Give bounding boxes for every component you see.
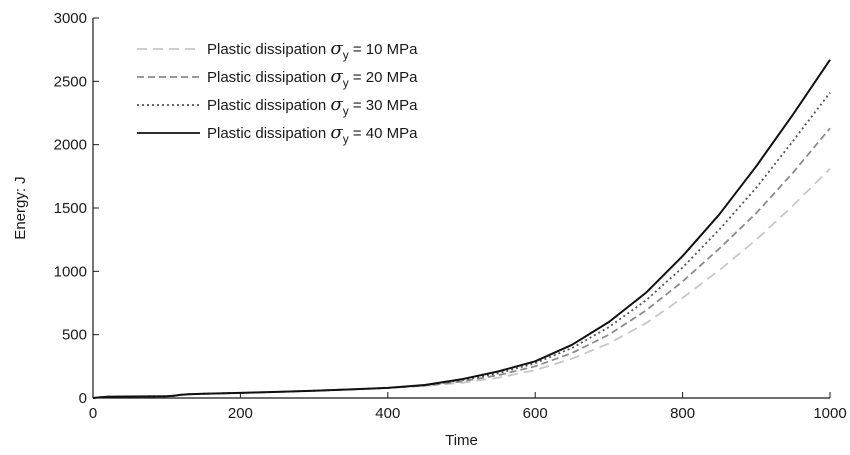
y-tick-label: 0 xyxy=(79,390,87,407)
y-tick-label: 3000 xyxy=(54,10,87,27)
legend-sigma: σ xyxy=(330,94,343,115)
x-axis-label: Time xyxy=(445,432,478,449)
legend-subscript: y xyxy=(343,48,349,62)
series-line-1 xyxy=(92,168,831,399)
x-axis-ticks: 0 200 400 600 800 1000 xyxy=(89,392,847,422)
legend-value: = 40 MPa xyxy=(349,125,418,142)
y-axis-ticks: 0 500 1000 1500 2000 2500 3000 xyxy=(54,10,99,407)
y-tick-label: 2000 xyxy=(54,137,87,154)
legend-value: = 30 MPa xyxy=(349,97,418,114)
plot-lines xyxy=(92,59,831,399)
legend-value: = 20 MPa xyxy=(349,69,418,86)
legend-entry-1: Plastic dissipation σy = 10 MPa xyxy=(207,38,418,62)
x-tick-label: 0 xyxy=(89,405,97,422)
y-tick-label: 500 xyxy=(62,327,87,344)
legend-sigma: σ xyxy=(330,66,343,87)
legend-prefix: Plastic dissipation xyxy=(207,97,330,114)
y-tick-label: 2500 xyxy=(54,73,87,90)
x-tick-label: 1000 xyxy=(813,405,846,422)
legend-value: = 10 MPa xyxy=(349,41,418,58)
series-line-3 xyxy=(92,92,831,399)
legend-entry-3: Plastic dissipation σy = 30 MPa xyxy=(207,94,418,118)
legend-sigma: σ xyxy=(330,38,343,59)
legend-subscript: y xyxy=(343,76,349,90)
legend-prefix: Plastic dissipation xyxy=(207,125,330,142)
x-tick-label: 800 xyxy=(670,405,695,422)
y-axis-label: Energy: J xyxy=(12,176,29,239)
x-tick-label: 400 xyxy=(375,405,400,422)
series-line-2 xyxy=(92,127,831,399)
legend-subscript: y xyxy=(343,104,349,118)
x-tick-label: 600 xyxy=(523,405,548,422)
legend-entry-2: Plastic dissipation σy = 20 MPa xyxy=(207,66,418,90)
y-tick-label: 1000 xyxy=(54,263,87,280)
legend-prefix: Plastic dissipation xyxy=(207,69,330,86)
legend-sigma: σ xyxy=(330,122,343,143)
x-tick-label: 200 xyxy=(228,405,253,422)
series-line-4 xyxy=(92,59,831,399)
y-tick-label: 1500 xyxy=(54,200,87,217)
legend-prefix: Plastic dissipation xyxy=(207,41,330,58)
legend-entry-4: Plastic dissipation σy = 40 MPa xyxy=(207,122,418,146)
legend-subscript: y xyxy=(343,132,349,146)
